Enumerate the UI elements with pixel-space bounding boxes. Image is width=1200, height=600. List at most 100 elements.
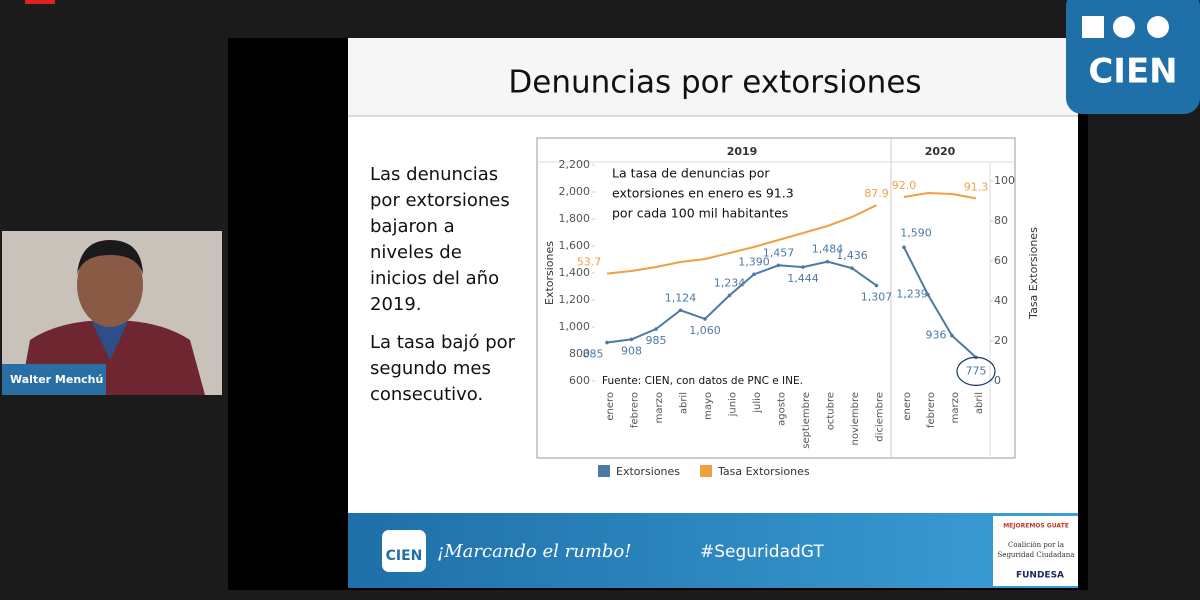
footer-slogan: ¡Marcando el rumbo! — [437, 541, 631, 562]
x-tick-label: julio — [752, 392, 763, 414]
data-label: 1,060 — [689, 324, 721, 337]
point — [776, 263, 781, 268]
logo-text: CIEN — [1088, 52, 1177, 92]
logo-dot — [1147, 16, 1169, 38]
paragraph-line: consecutivo. — [370, 384, 483, 405]
partner-line: Seguridad Ciudadana — [998, 551, 1075, 559]
x-tick-label: diciembre — [875, 392, 886, 442]
partner-badge: MEJOREMOS GUATE — [1003, 523, 1069, 530]
y-tick-label: 600 — [569, 374, 590, 387]
y-tick-label: 2,000 — [559, 185, 591, 198]
y2-tick-label: 40 — [994, 294, 1008, 307]
point — [703, 317, 707, 321]
y-axis-label: Extorsiones — [543, 241, 556, 305]
y2-axis-label: Tasa Extorsiones — [1027, 227, 1040, 320]
partner-brand: FUNDESA — [1016, 571, 1064, 581]
legend-swatch — [700, 465, 712, 477]
point — [752, 272, 756, 277]
footer-logo-box — [382, 530, 426, 572]
x-tick-label: noviembre — [850, 392, 861, 445]
data-label: 1,590 — [900, 226, 932, 239]
y-tick-label: 1,600 — [559, 239, 591, 252]
logo-square — [1082, 16, 1104, 38]
partner-line: Coalición por la — [1008, 541, 1064, 549]
point — [727, 293, 732, 298]
data-label: 1,390 — [738, 255, 770, 268]
legend-label: Extorsiones — [616, 465, 680, 478]
point — [654, 327, 658, 331]
data-label: 1,457 — [763, 246, 795, 259]
x-tick-label: mayo — [703, 392, 714, 420]
name-tag — [2, 364, 106, 395]
data-label: 908 — [621, 344, 642, 357]
y2-tick-label: 100 — [994, 174, 1015, 187]
x-tick-label: junio — [728, 392, 739, 417]
point — [678, 308, 683, 313]
y-tick-label: 1,000 — [559, 320, 591, 333]
paragraph-line: por extorsiones — [370, 190, 510, 211]
y2-tick-label: 20 — [994, 334, 1008, 347]
annotation: por cada 100 mil habitantes — [612, 206, 788, 221]
x-tick-label: enero — [902, 392, 913, 421]
series-line — [606, 260, 878, 344]
data-label: 885 — [583, 348, 604, 361]
data-label: 91.3 — [964, 180, 989, 193]
data-label: 1,234 — [714, 276, 746, 289]
point — [605, 340, 609, 345]
chart-frame — [536, 137, 1016, 459]
highlight-circle — [956, 356, 996, 386]
person-hair — [77, 240, 143, 275]
point — [825, 259, 830, 264]
video-tile: Walter Menchú — [2, 231, 222, 395]
y2-tick-label: 80 — [994, 214, 1008, 227]
annotation: extorsiones en enero es 91.3 — [612, 186, 794, 201]
panel-label: 2020 — [925, 145, 956, 158]
data-label: 1,444 — [787, 272, 819, 285]
y2-tick-label: 0 — [994, 374, 1001, 387]
data-label: 775 — [966, 364, 987, 377]
slide-header — [348, 38, 1078, 116]
y-tick-label: 2,200 — [559, 158, 591, 171]
data-label: 87.9 — [864, 187, 889, 200]
x-tick-label: marzo — [950, 392, 961, 423]
person-head — [77, 243, 143, 327]
footer-logo-text: CIEN — [386, 548, 423, 564]
source: Fuente: CIEN, con datos de PNC e INE. — [602, 375, 803, 387]
x-tick-label: abril — [679, 392, 690, 414]
x-tick-label: abril — [974, 392, 985, 414]
paragraph-line: segundo mes — [370, 358, 491, 379]
paragraph-line: inicios del año — [370, 268, 499, 289]
chart: 2019 enero febrero marzo abril mayo junio julio… — [543, 145, 1040, 478]
data-label: 1,307 — [861, 291, 893, 304]
logo-dot — [1113, 16, 1135, 38]
panel-label: 2019 — [727, 145, 758, 158]
point — [801, 265, 805, 269]
data-label: 53.7 — [577, 256, 602, 269]
slide-title: Denuncias por extorsiones — [508, 65, 921, 101]
data-label: 1,124 — [665, 291, 697, 304]
data-label: 1,484 — [812, 243, 844, 256]
point — [926, 292, 930, 297]
paragraph-line: La tasa bajó por — [370, 332, 516, 353]
x-tick-label: febrero — [926, 392, 937, 428]
partner-box — [993, 516, 1078, 586]
x-tick-label: enero — [605, 392, 616, 421]
y-tick-label: 1,400 — [559, 266, 591, 279]
point — [950, 333, 954, 338]
legend-label: Tasa Extorsiones — [717, 465, 810, 478]
y-tick-label: 1,800 — [559, 212, 591, 225]
data-label: 985 — [646, 334, 667, 347]
x-tick-label: octubre — [826, 392, 837, 430]
slide-text: Las denuncias por extorsiones bajaron a niv… — [370, 164, 516, 405]
point — [902, 245, 906, 250]
point — [629, 337, 634, 342]
legend-swatch — [598, 465, 610, 477]
data-label: 1,239 — [896, 288, 928, 301]
y-tick-label: 800 — [569, 347, 590, 360]
series-line — [606, 204, 877, 275]
paragraph-line: bajaron a — [370, 216, 455, 237]
y-tick-label: 1,200 — [559, 293, 591, 306]
participant-name: Walter Menchú — [10, 373, 103, 386]
slide-footer — [348, 513, 1078, 588]
